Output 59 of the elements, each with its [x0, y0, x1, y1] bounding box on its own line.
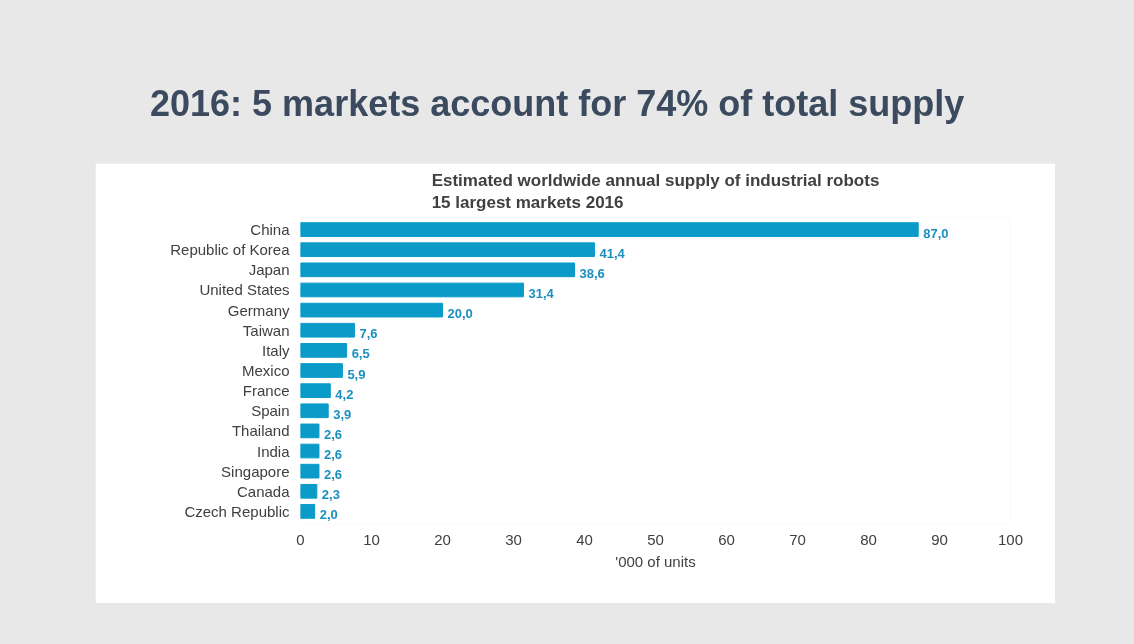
y-tick-label: Czech Republic [184, 502, 290, 520]
bar [300, 504, 316, 519]
data-label: 4,2 [335, 386, 354, 402]
x-tick-label: 30 [505, 530, 522, 548]
y-tick-label: Thailand [231, 422, 290, 440]
y-tick-label: Republic of Korea [170, 241, 291, 259]
x-tick-label: 90 [931, 530, 948, 548]
x-tick-label: 80 [860, 530, 877, 548]
data-label: 5,9 [347, 366, 366, 382]
x-axis-title: '000 of units [615, 552, 696, 570]
y-tick-label: India [256, 442, 291, 460]
x-tick-label: 0 [296, 530, 305, 548]
y-tick-label: Italy [261, 341, 290, 359]
y-tick-label: United States [199, 281, 290, 299]
x-tick-label: 20 [434, 530, 451, 548]
bar [300, 322, 355, 338]
x-tick-label: 50 [647, 530, 664, 548]
y-tick-label: Spain [251, 402, 290, 420]
chart-title: 2016: 5 markets account for 74% of total supply [150, 82, 965, 126]
bar [300, 483, 318, 499]
bar [300, 463, 320, 479]
bar [300, 222, 919, 237]
y-tick-label: Germany [227, 301, 290, 319]
bar [300, 383, 331, 398]
y-tick-label: Taiwan [242, 321, 290, 339]
data-label: 41,4 [599, 245, 626, 261]
data-label: 2,3 [321, 487, 340, 503]
bar [300, 242, 595, 258]
chart-subtitle: Estimated worldwide annual supply of industrial robots 15 largest markets 2016 [431, 170, 880, 213]
x-tick-label: 100 [997, 530, 1024, 548]
data-label: 31,4 [528, 285, 555, 301]
bar [300, 423, 320, 439]
bar [300, 443, 320, 459]
x-tick-label: 60 [718, 530, 735, 548]
bar [300, 262, 576, 278]
x-tick-label: 70 [789, 530, 806, 548]
bar [300, 403, 329, 419]
data-label: 38,6 [579, 265, 605, 281]
x-tick-label: 40 [576, 530, 593, 548]
data-label: 6,5 [351, 346, 370, 362]
data-label: 20,0 [447, 306, 473, 322]
data-label: 87,0 [923, 225, 949, 241]
data-label: 2,6 [323, 467, 343, 483]
data-label: 7,6 [359, 326, 378, 342]
bar [300, 363, 343, 378]
bar [300, 282, 524, 298]
y-tick-label: Singapore [221, 462, 290, 480]
y-tick-label: France [242, 382, 290, 400]
y-tick-label: China [250, 221, 291, 239]
data-label: 3,9 [333, 406, 352, 422]
data-label: 2,6 [323, 426, 343, 442]
y-tick-label: Mexico [241, 362, 290, 379]
x-tick-label: 10 [363, 530, 380, 548]
bar [300, 302, 443, 318]
bar [300, 343, 348, 358]
y-tick-label: Canada [236, 482, 291, 500]
data-label: 2,0 [319, 507, 338, 523]
data-label: 2,6 [323, 447, 343, 463]
y-tick-label: Japan [248, 261, 290, 279]
